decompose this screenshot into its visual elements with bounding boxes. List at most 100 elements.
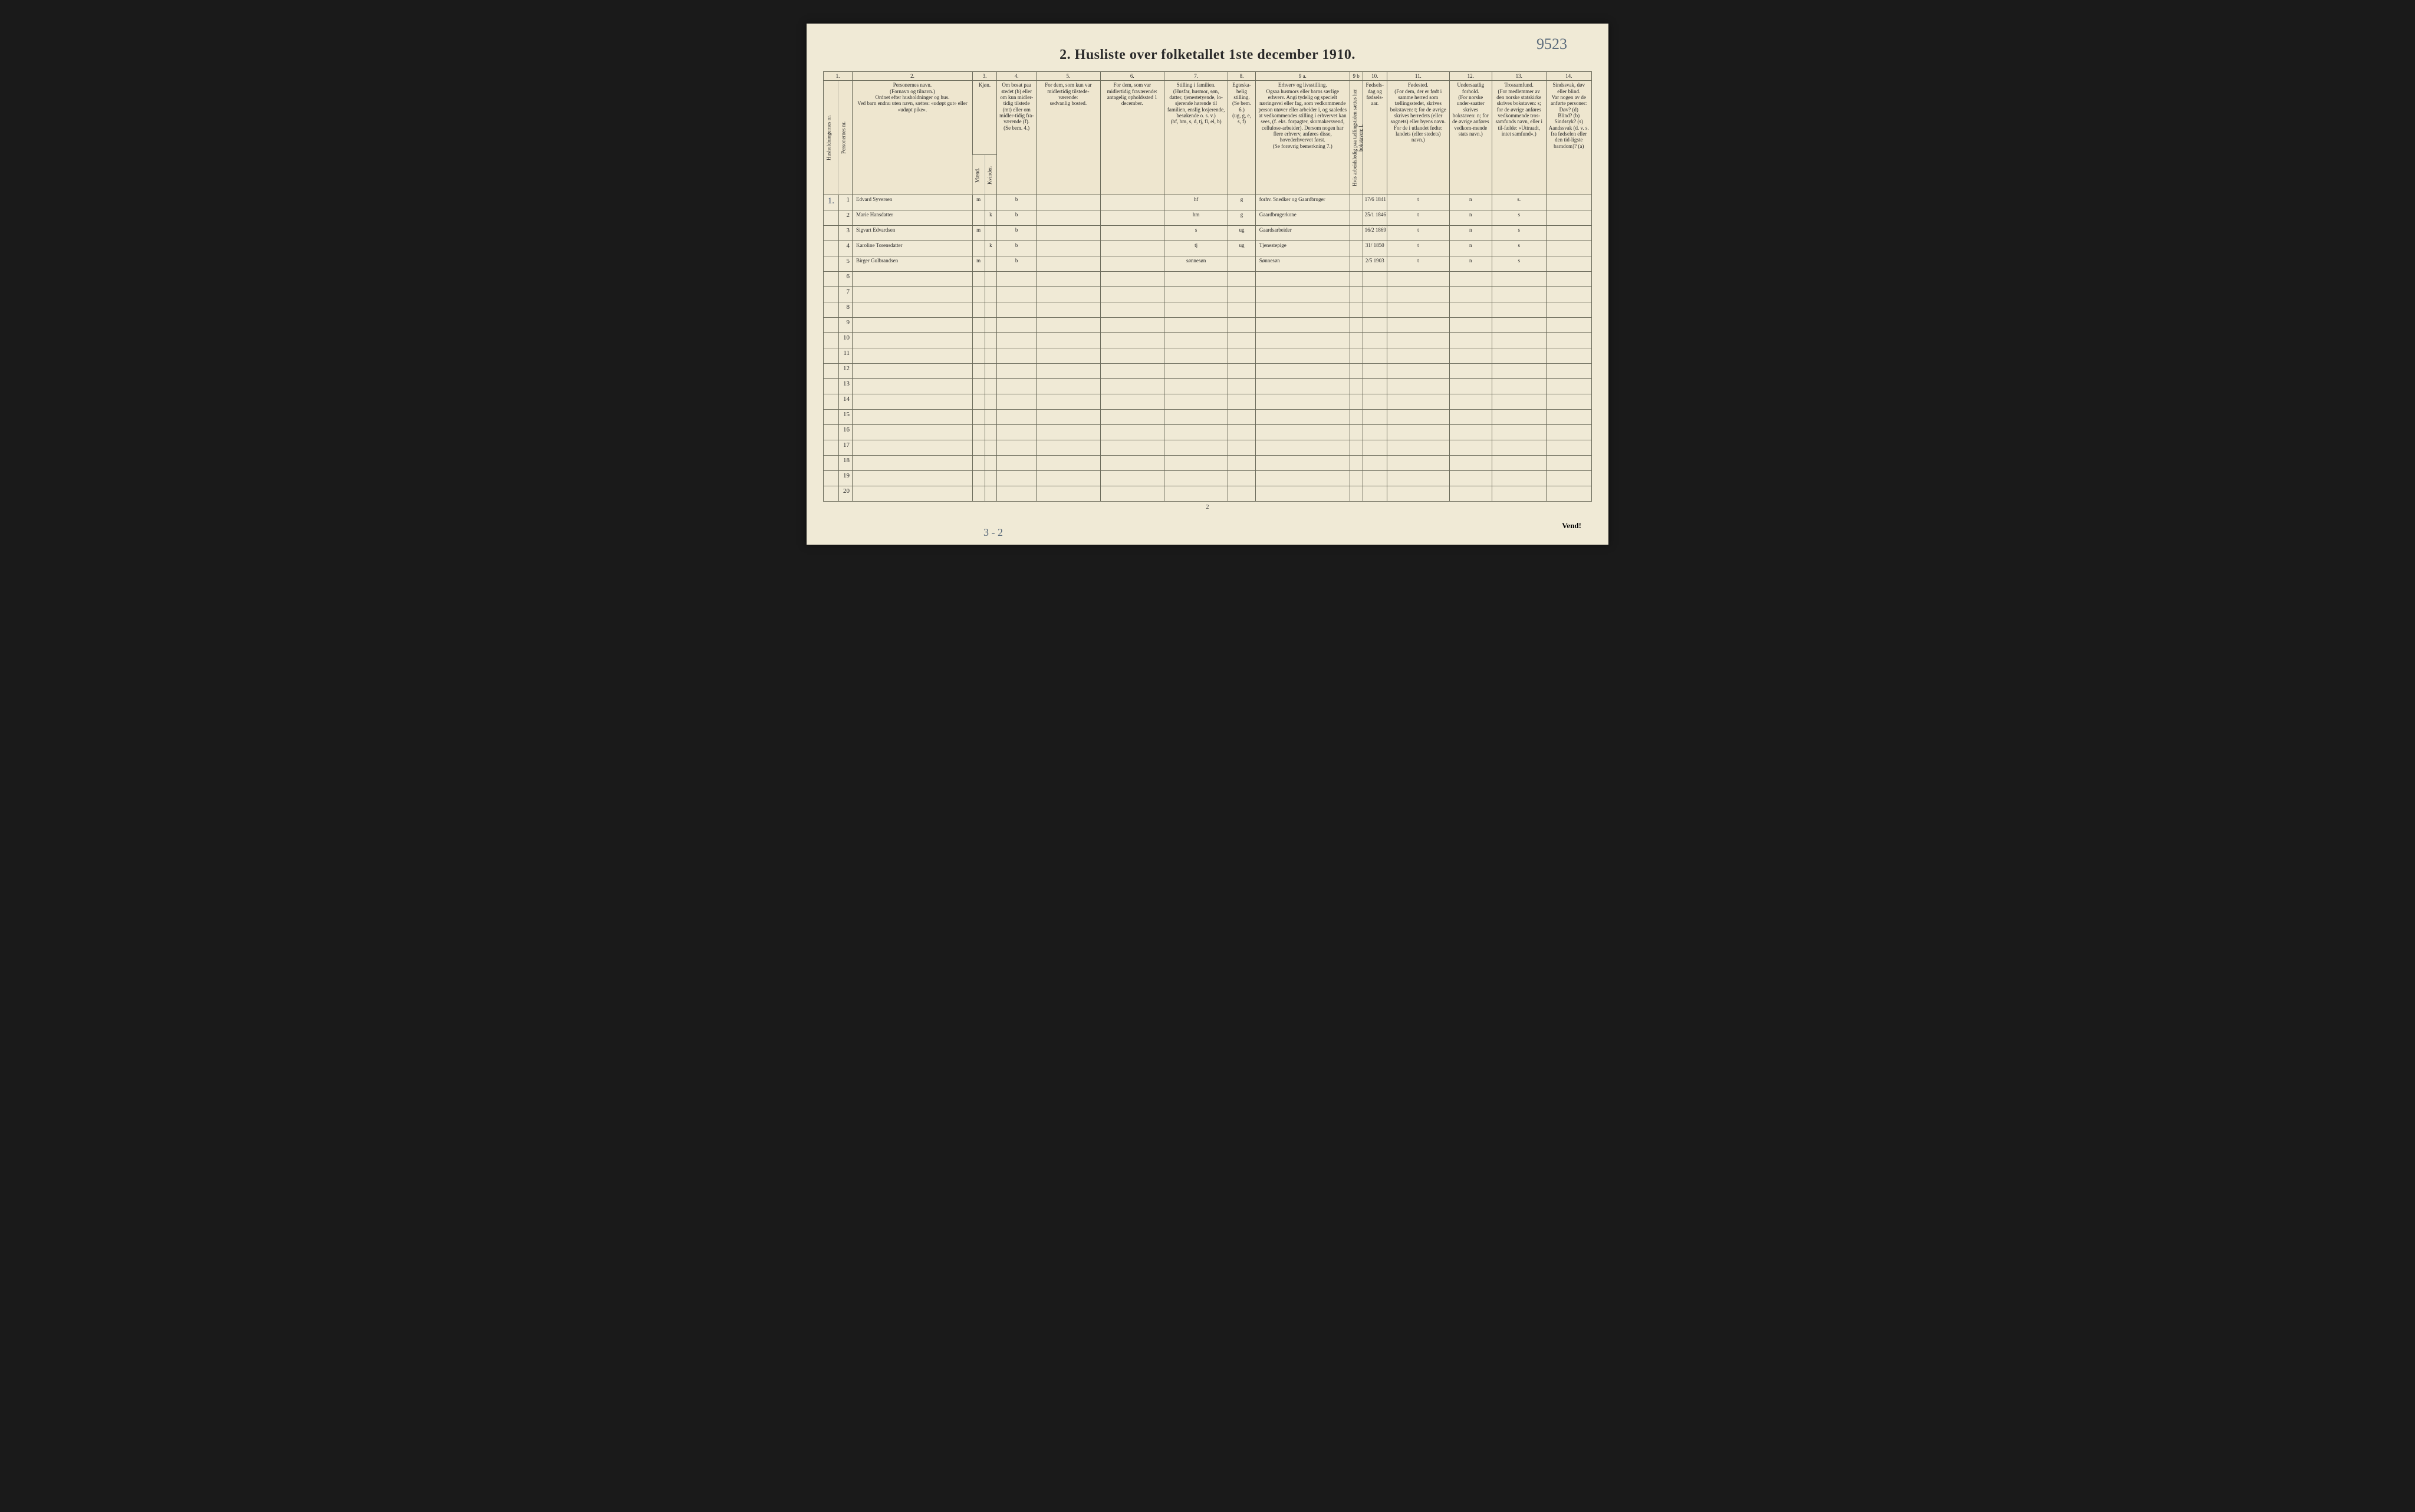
table-header: 1. 2. 3. 4. 5. 6. 7. 8. 9 a. 9 b 10. 11.…	[824, 72, 1592, 195]
table-row: 17	[824, 440, 1592, 456]
table-cell	[985, 440, 997, 456]
table-cell	[1363, 364, 1387, 379]
table-row: 2Marie HansdatterkbhmgGaardbrugerkone25/…	[824, 210, 1592, 226]
table-cell	[1037, 394, 1100, 410]
table-cell	[1449, 348, 1492, 364]
table-cell	[1363, 379, 1387, 394]
table-cell	[1492, 364, 1546, 379]
table-cell	[1546, 425, 1591, 440]
table-cell	[1350, 348, 1363, 364]
table-cell	[972, 364, 985, 379]
table-row: 19	[824, 471, 1592, 486]
table-cell	[1037, 256, 1100, 272]
table-cell	[985, 302, 997, 318]
table-cell	[985, 256, 997, 272]
table-cell	[985, 272, 997, 287]
table-cell	[1492, 456, 1546, 471]
table-cell	[972, 471, 985, 486]
table-cell	[972, 302, 985, 318]
colnum-cell: 1.	[824, 72, 853, 81]
table-cell	[1546, 394, 1591, 410]
table-cell	[1255, 486, 1350, 502]
table-cell	[1037, 226, 1100, 241]
table-cell	[853, 394, 973, 410]
table-cell	[1228, 364, 1255, 379]
table-cell	[1363, 440, 1387, 456]
table-cell	[1492, 302, 1546, 318]
table-cell: Edvard Syversen	[853, 195, 973, 210]
table-cell	[997, 410, 1037, 425]
table-cell	[1164, 379, 1228, 394]
table-cell	[1449, 486, 1492, 502]
table-cell: 8	[838, 302, 852, 318]
col-header: Sindssvak, døv eller blind. Var nogen av…	[1546, 81, 1591, 195]
table-cell	[1363, 471, 1387, 486]
table-cell	[824, 394, 839, 410]
table-cell	[1255, 379, 1350, 394]
table-cell	[985, 195, 997, 210]
table-cell: t	[1387, 195, 1449, 210]
table-cell	[1037, 379, 1100, 394]
table-cell: tj	[1164, 241, 1228, 256]
table-cell	[824, 348, 839, 364]
table-cell: sønnesøn	[1164, 256, 1228, 272]
colnum-cell: 9 a.	[1255, 72, 1350, 81]
table-cell	[1449, 425, 1492, 440]
table-cell	[1387, 456, 1449, 471]
table-cell	[1228, 318, 1255, 333]
table-cell	[853, 425, 973, 440]
table-row: 3Sigvart EdvardsenmbsugGaardsarbeider16/…	[824, 226, 1592, 241]
table-cell: Karoline Torensdatter	[853, 241, 973, 256]
table-cell	[985, 287, 997, 302]
table-row: 4Karoline TorensdatterkbtjugTjenestepige…	[824, 241, 1592, 256]
table-cell	[824, 302, 839, 318]
table-cell	[1363, 456, 1387, 471]
table-cell	[1255, 440, 1350, 456]
table-cell: 12	[838, 364, 852, 379]
table-row: 8	[824, 302, 1592, 318]
table-cell	[985, 425, 997, 440]
table-cell	[1164, 394, 1228, 410]
table-cell	[1546, 256, 1591, 272]
table-cell	[1037, 471, 1100, 486]
table-cell	[1350, 456, 1363, 471]
table-cell: 11	[838, 348, 852, 364]
table-cell	[972, 348, 985, 364]
table-cell	[997, 348, 1037, 364]
table-cell	[1228, 302, 1255, 318]
table-cell: b	[997, 195, 1037, 210]
table-cell	[1100, 486, 1164, 502]
table-cell	[1228, 394, 1255, 410]
table-cell	[1363, 394, 1387, 410]
table-cell: hm	[1164, 210, 1228, 226]
column-number-row: 1. 2. 3. 4. 5. 6. 7. 8. 9 a. 9 b 10. 11.…	[824, 72, 1592, 81]
table-row: 18	[824, 456, 1592, 471]
table-cell	[997, 440, 1037, 456]
table-cell	[1037, 302, 1100, 318]
table-cell	[985, 471, 997, 486]
table-cell	[1546, 241, 1591, 256]
page-title: 2. Husliste over folketallet 1ste decemb…	[823, 47, 1592, 63]
table-cell: 15	[838, 410, 852, 425]
col-header: Fødsels-dag og fødsels-aar.	[1363, 81, 1387, 195]
table-row: 16	[824, 425, 1592, 440]
table-cell	[1255, 364, 1350, 379]
table-cell	[824, 364, 839, 379]
table-cell	[985, 486, 997, 502]
colnum-cell: 4.	[997, 72, 1037, 81]
table-cell: b	[997, 256, 1037, 272]
table-cell	[1350, 302, 1363, 318]
table-cell	[1255, 287, 1350, 302]
table-cell	[1100, 241, 1164, 256]
table-cell	[972, 456, 985, 471]
table-cell	[1363, 348, 1387, 364]
table-cell	[997, 425, 1037, 440]
col-subheader: Kvinder.	[985, 155, 997, 195]
table-cell	[1350, 195, 1363, 210]
page-number: 2	[823, 504, 1592, 510]
table-cell	[1100, 210, 1164, 226]
table-cell	[1546, 226, 1591, 241]
table-cell	[1350, 287, 1363, 302]
table-cell	[1255, 333, 1350, 348]
table-cell	[1228, 379, 1255, 394]
